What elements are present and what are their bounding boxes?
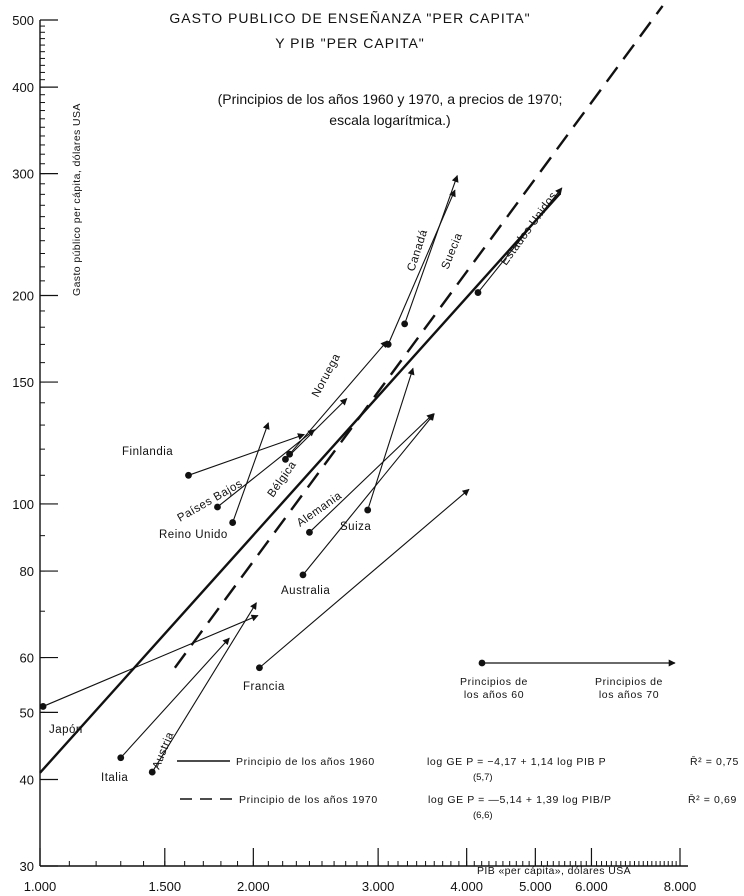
y-tick-label: 50 [20, 705, 34, 720]
country-point [384, 341, 392, 348]
axes: 30 40 50 60 80 100 150 200 300 400 500 1.000 1.500 2.… [12, 13, 696, 894]
country-arrow [367, 367, 415, 511]
legend-solid-tstats: (5,7) [473, 772, 493, 783]
country-arrow [404, 174, 459, 325]
country-arrow [217, 429, 316, 508]
country-point [401, 320, 409, 328]
legend-dashed-r2: R̄² = 0,69 [688, 793, 737, 806]
country-point [299, 571, 307, 579]
country-point [286, 450, 293, 458]
y-tick-label: 500 [12, 13, 34, 28]
title-line-2: Y PIB "PER CAPITA" [275, 35, 425, 51]
country-point [117, 754, 125, 762]
legend-dashed-prefix: Principio de los años 1970 [239, 794, 378, 806]
y-tick-label: 40 [20, 772, 34, 787]
y-tick-label: 300 [12, 167, 34, 182]
country-point [39, 703, 47, 710]
country-arrow [309, 413, 434, 533]
subtitle-line-2: escala logarítmica.) [329, 112, 450, 128]
y-tick-label: 100 [12, 497, 34, 512]
key-to-label-2: los años 70 [599, 689, 659, 701]
country-label: Francia [243, 681, 285, 693]
country-label: Alemania [295, 490, 345, 530]
country-arrow [120, 637, 230, 759]
country-arrow [151, 602, 257, 773]
country-arrow [387, 189, 456, 345]
key-from-label-2: los años 60 [464, 689, 524, 701]
y-tick-label: 150 [12, 375, 34, 390]
country-arrow [289, 340, 388, 455]
y-tick-label: 30 [20, 859, 34, 874]
country-point [229, 519, 237, 526]
country-arrow [302, 413, 435, 576]
regression-line-1970 [173, 5, 664, 669]
x-axis-title: PIB «per cápita», dólares USA [477, 865, 631, 877]
title-line-1: GASTO PUBLICO DE ENSEÑANZA "PER CAPITA" [169, 10, 530, 26]
country-arrow [285, 398, 348, 460]
y-tick-label: 200 [12, 289, 34, 304]
country-label: Australia [281, 585, 330, 597]
arrow-key: Principios de los años 60 Principios de … [460, 659, 676, 701]
y-tick-label: 60 [20, 651, 34, 666]
country-point [474, 289, 482, 296]
country-point [364, 506, 372, 514]
legend-solid-equation: log GE P = −4,17 + 1,14 log PIB P [427, 756, 606, 768]
x-tick-label: 5.000 [519, 879, 552, 894]
legend-dashed-tstats: (6,6) [473, 810, 493, 821]
country-label: Austria [151, 730, 177, 771]
x-tick-label: 8.000 [664, 879, 697, 894]
country-point [214, 503, 221, 511]
country-arrow [188, 433, 305, 476]
y-tick-label: 400 [12, 80, 34, 95]
country-arrow [232, 422, 270, 523]
country-label: Japón [49, 724, 83, 736]
y-axis-title: Gasto público per cápita, dólares USA [71, 103, 83, 296]
country-label: Italia [101, 772, 128, 784]
x-tick-label: 6.000 [575, 879, 608, 894]
key-to-label-1: Principios de [595, 676, 663, 688]
country-point [148, 768, 156, 776]
chart-subtitle: (Principios de los años 1960 y 1970, a p… [218, 91, 563, 128]
country-label: Estados Unidos [499, 190, 560, 268]
subtitle-line-1: (Principios de los años 1960 y 1970, a p… [218, 91, 563, 107]
country-point [282, 455, 289, 463]
country-label: Suecia [440, 231, 465, 271]
country-label: Noruega [310, 352, 343, 400]
country-point [306, 528, 313, 536]
regression-line-1960 [39, 192, 562, 774]
legend-solid-prefix: Principio de los años 1960 [236, 756, 375, 768]
y-tick-label: 80 [20, 564, 34, 579]
x-tick-label: 1.000 [24, 879, 57, 894]
x-tick-label: 4.000 [450, 879, 483, 894]
country-arrow [42, 614, 259, 707]
regression-lines [39, 5, 664, 774]
country-label: Suiza [340, 521, 371, 533]
x-tick-label: 2.000 [237, 879, 270, 894]
country-label: Reino Unido [159, 529, 228, 541]
legend: Principio de los años 1960 log GE P = −4… [177, 755, 739, 821]
legend-dashed-equation: log GE P = —5,14 + 1,39 log PIB/P [428, 794, 612, 806]
country-label: Canadá [405, 228, 430, 273]
country-arrow [259, 488, 470, 669]
country-label: Finlandia [122, 446, 173, 458]
key-from-label-1: Principios de [460, 676, 528, 688]
country-point [185, 471, 192, 479]
x-tick-label: 1.500 [149, 879, 182, 894]
x-tick-label: 3.000 [362, 879, 395, 894]
chart-title: GASTO PUBLICO DE ENSEÑANZA "PER CAPITA" … [169, 10, 530, 51]
country-point [256, 664, 263, 672]
country-arrow [477, 187, 563, 293]
legend-solid-r2: R̄² = 0,75 [690, 755, 739, 768]
